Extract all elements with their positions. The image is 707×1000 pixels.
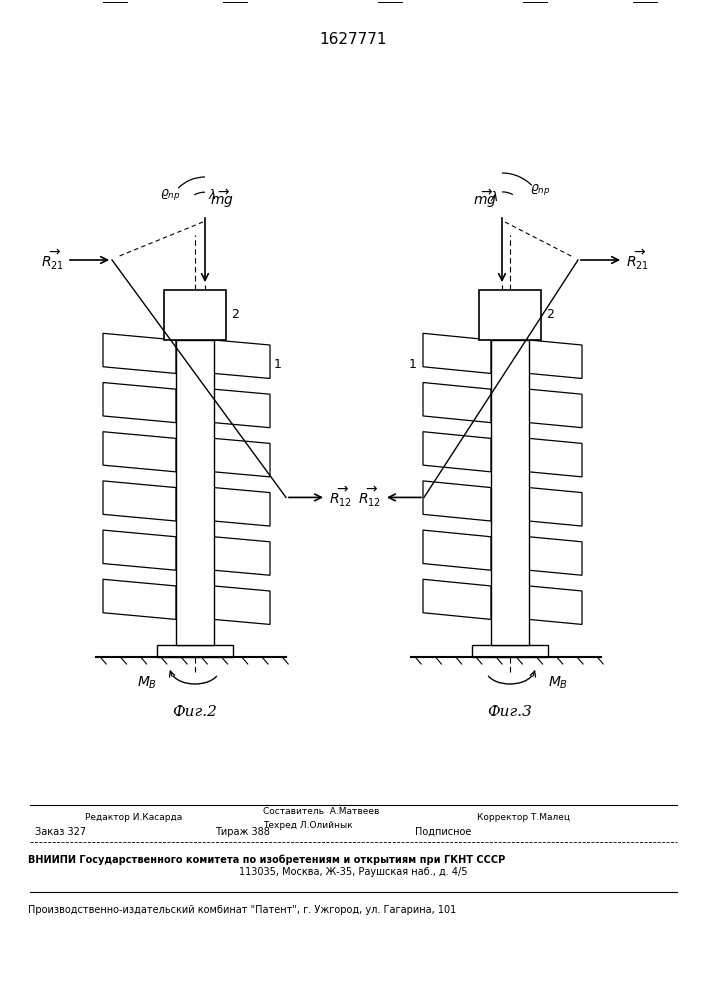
Bar <box>163 290 226 340</box>
Text: $\lambda$: $\lambda$ <box>208 188 216 202</box>
Bar <box>472 645 548 657</box>
Text: Тираж 388: Тираж 388 <box>215 827 270 837</box>
Text: $\overrightarrow{mg}$: $\overrightarrow{mg}$ <box>210 187 234 210</box>
Polygon shape <box>214 340 270 378</box>
Polygon shape <box>103 579 176 619</box>
Text: $\overrightarrow{R_{12}}$: $\overrightarrow{R_{12}}$ <box>358 485 381 509</box>
Text: $\varrho_{np}$: $\varrho_{np}$ <box>530 182 550 198</box>
Polygon shape <box>423 579 491 619</box>
Text: Фиг.2: Фиг.2 <box>173 705 218 719</box>
Text: 1: 1 <box>409 358 417 371</box>
Text: Заказ 327: Заказ 327 <box>35 827 86 837</box>
Polygon shape <box>214 537 270 575</box>
Polygon shape <box>103 481 176 521</box>
Polygon shape <box>423 333 491 373</box>
Polygon shape <box>529 438 582 477</box>
Text: Подписное: Подписное <box>415 827 472 837</box>
Polygon shape <box>103 432 176 472</box>
Bar <box>479 290 542 340</box>
Text: 2: 2 <box>231 308 239 322</box>
Polygon shape <box>529 340 582 378</box>
Polygon shape <box>529 488 582 526</box>
Text: Техред Л.Олийнык: Техред Л.Олийнык <box>263 820 353 830</box>
Polygon shape <box>103 530 176 570</box>
Bar <box>157 645 233 657</box>
Text: Редактор И.Касарда: Редактор И.Касарда <box>85 814 182 822</box>
Polygon shape <box>103 333 176 373</box>
Text: $\overrightarrow{R_{21}}$: $\overrightarrow{R_{21}}$ <box>626 248 649 272</box>
Text: Производственно-издательский комбинат "Патент", г. Ужгород, ул. Гагарина, 101: Производственно-издательский комбинат "П… <box>28 905 456 915</box>
Polygon shape <box>529 586 582 624</box>
Text: $\overrightarrow{R_{12}}$: $\overrightarrow{R_{12}}$ <box>329 485 352 509</box>
Text: 2: 2 <box>547 308 554 322</box>
Polygon shape <box>529 389 582 428</box>
Text: $\varrho_{np}$: $\varrho_{np}$ <box>160 188 180 202</box>
Text: Фиг.3: Фиг.3 <box>488 705 532 719</box>
Text: $\lambda$: $\lambda$ <box>490 190 498 204</box>
Text: $\overrightarrow{mg}$: $\overrightarrow{mg}$ <box>473 187 497 210</box>
Polygon shape <box>423 432 491 472</box>
Polygon shape <box>214 438 270 477</box>
Polygon shape <box>214 488 270 526</box>
Text: 1627771: 1627771 <box>320 32 387 47</box>
Bar <box>491 340 529 645</box>
Polygon shape <box>214 586 270 624</box>
Text: $\overrightarrow{R_{21}}$: $\overrightarrow{R_{21}}$ <box>41 248 64 272</box>
Text: Корректор Т.Малец: Корректор Т.Малец <box>477 814 570 822</box>
Text: 1: 1 <box>274 358 282 371</box>
Polygon shape <box>423 530 491 570</box>
Text: $M_B$: $M_B$ <box>548 675 568 691</box>
Text: 113035, Москва, Ж-35, Раушская наб., д. 4/5: 113035, Москва, Ж-35, Раушская наб., д. … <box>239 867 467 877</box>
Polygon shape <box>423 481 491 521</box>
Polygon shape <box>529 537 582 575</box>
Bar <box>176 340 214 645</box>
Polygon shape <box>214 389 270 428</box>
Text: Составитель  А.Матвеев: Составитель А.Матвеев <box>263 808 380 816</box>
Polygon shape <box>423 383 491 423</box>
Polygon shape <box>103 383 176 423</box>
Text: $M_B$: $M_B$ <box>137 675 157 691</box>
Text: ВНИИПИ Государственного комитета по изобретениям и открытиям при ГКНТ СССР: ВНИИПИ Государственного комитета по изоб… <box>28 855 506 865</box>
